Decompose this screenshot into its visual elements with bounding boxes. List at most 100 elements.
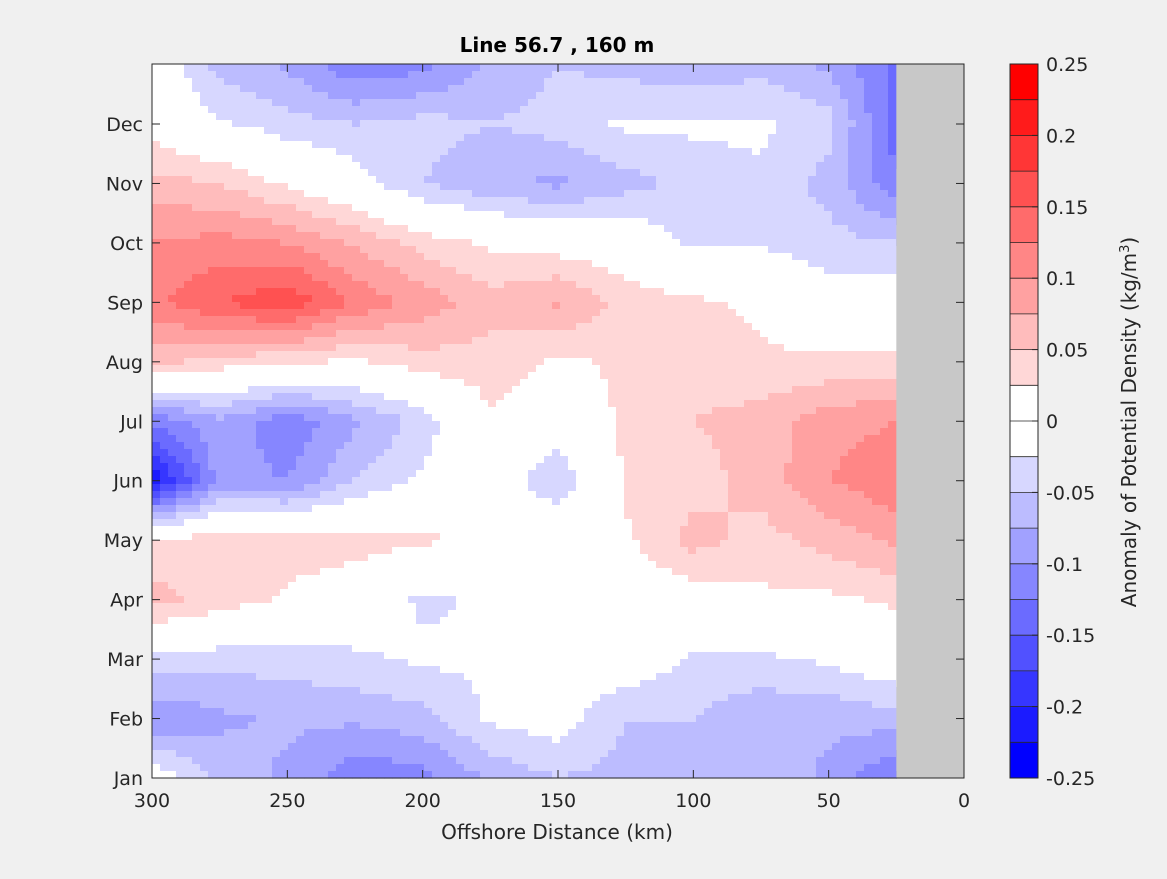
field-cell: [704, 288, 713, 296]
field-cell: [752, 92, 761, 100]
field-cell: [200, 379, 209, 387]
field-cell: [496, 400, 505, 408]
field-cell: [448, 71, 457, 79]
field-cell: [176, 337, 185, 345]
field-cell: [616, 197, 625, 205]
field-cell: [328, 274, 337, 282]
field-cell: [328, 134, 337, 142]
field-cell: [888, 127, 897, 135]
field-cell: [312, 148, 321, 156]
field-cell: [656, 295, 665, 303]
field-cell: [776, 323, 785, 331]
field-cell: [416, 253, 425, 261]
field-cell: [800, 239, 809, 247]
field-cell: [840, 169, 849, 177]
field-cell: [376, 309, 385, 317]
field-cell: [696, 295, 705, 303]
field-cell: [648, 386, 657, 394]
field-cell: [808, 120, 817, 128]
field-cell: [760, 393, 769, 401]
field-cell: [504, 113, 513, 121]
field-cell: [576, 183, 585, 191]
field-cell: [592, 204, 601, 212]
field-cell: [280, 106, 289, 114]
field-cell: [576, 169, 585, 177]
field-cell: [536, 260, 545, 268]
field-cell: [368, 414, 377, 422]
field-cell: [808, 414, 817, 422]
field-cell: [376, 176, 385, 184]
field-cell: [592, 183, 601, 191]
field-cell: [752, 386, 761, 394]
field-cell: [352, 379, 361, 387]
field-cell: [264, 78, 273, 86]
field-cell: [288, 71, 297, 79]
field-cell: [304, 162, 313, 170]
field-cell: [832, 372, 841, 380]
field-cell: [784, 190, 793, 198]
field-cell: [520, 176, 529, 184]
field-cell: [304, 225, 313, 233]
field-cell: [800, 176, 809, 184]
field-cell: [344, 302, 353, 310]
field-cell: [632, 295, 641, 303]
field-cell: [184, 225, 193, 233]
field-cell: [752, 337, 761, 345]
field-cell: [464, 274, 473, 282]
field-cell: [304, 281, 313, 289]
field-cell: [488, 106, 497, 114]
field-cell: [360, 253, 369, 261]
field-cell: [728, 295, 737, 303]
field-cell: [616, 365, 625, 373]
field-cell: [584, 358, 593, 366]
field-cell: [544, 127, 553, 135]
field-cell: [728, 211, 737, 219]
field-cell: [864, 71, 873, 79]
field-cell: [808, 211, 817, 219]
field-cell: [160, 407, 169, 415]
field-cell: [696, 190, 705, 198]
field-cell: [536, 288, 545, 296]
field-cell: [680, 211, 689, 219]
field-cell: [672, 148, 681, 156]
field-cell: [248, 344, 257, 352]
field-cell: [152, 316, 161, 324]
field-cell: [760, 309, 769, 317]
field-cell: [736, 372, 745, 380]
field-cell: [560, 176, 569, 184]
field-cell: [688, 127, 697, 135]
field-cell: [344, 365, 353, 373]
field-cell: [816, 323, 825, 331]
field-cell: [432, 295, 441, 303]
field-cell: [608, 428, 617, 436]
field-cell: [344, 211, 353, 219]
field-cell: [856, 309, 865, 317]
field-cell: [312, 141, 321, 149]
field-cell: [800, 302, 809, 310]
field-cell: [736, 302, 745, 310]
field-cell: [528, 162, 537, 170]
field-cell: [312, 120, 321, 128]
field-cell: [808, 309, 817, 317]
field-cell: [256, 428, 265, 436]
field-cell: [784, 295, 793, 303]
field-cell: [504, 190, 513, 198]
field-cell: [888, 106, 897, 114]
field-cell: [888, 141, 897, 149]
field-cell: [224, 232, 233, 240]
field-cell: [888, 148, 897, 156]
field-cell: [184, 295, 193, 303]
field-cell: [560, 337, 569, 345]
field-cell: [792, 218, 801, 226]
field-cell: [744, 106, 753, 114]
field-cell: [712, 106, 721, 114]
field-cell: [488, 141, 497, 149]
field-cell: [488, 323, 497, 331]
field-cell: [216, 323, 225, 331]
field-cell: [448, 99, 457, 107]
field-cell: [320, 246, 329, 254]
field-cell: [328, 281, 337, 289]
field-cell: [656, 64, 665, 72]
field-cell: [232, 295, 241, 303]
field-cell: [512, 99, 521, 107]
